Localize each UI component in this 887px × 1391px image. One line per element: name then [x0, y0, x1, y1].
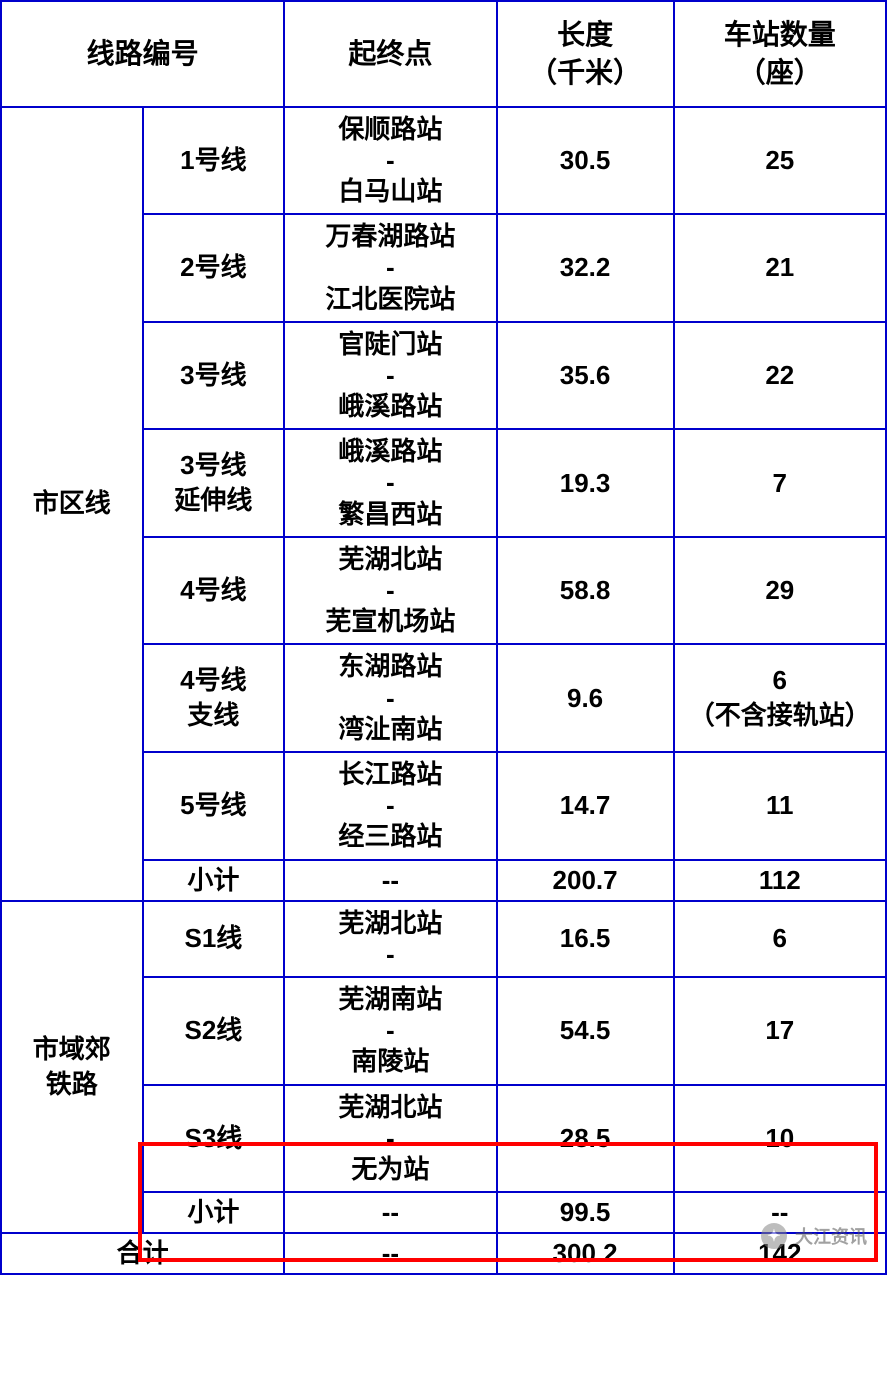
col-stations: 车站数量（座） — [674, 1, 886, 107]
railway-lines-table: 线路编号 起终点 长度（千米） 车站数量（座） 市区线1号线保顺路站-白马山站3… — [0, 0, 887, 1275]
stations: 25 — [674, 107, 886, 215]
length: 58.8 — [497, 537, 674, 645]
line-name: 2号线 — [143, 214, 285, 322]
subtotal-length: 99.5 — [497, 1192, 674, 1233]
terminals: 芜湖北站-芜宣机场站 — [284, 537, 496, 645]
terminals: 官陡门站-峨溪路站 — [284, 322, 496, 430]
total-label: 合计 — [1, 1233, 284, 1274]
terminals: 保顺路站-白马山站 — [284, 107, 496, 215]
stations: 17 — [674, 977, 886, 1085]
col-length: 长度（千米） — [497, 1, 674, 107]
line-name: S3线 — [143, 1085, 285, 1193]
subtotal-terminals: -- — [284, 1192, 496, 1233]
total-row: 合计--300.2142 — [1, 1233, 886, 1274]
length: 32.2 — [497, 214, 674, 322]
stations: 21 — [674, 214, 886, 322]
header-row: 线路编号 起终点 长度（千米） 车站数量（座） — [1, 1, 886, 107]
total-terminals: -- — [284, 1233, 496, 1274]
subtotal-length: 200.7 — [497, 860, 674, 901]
terminals: 东湖路站-湾沚南站 — [284, 644, 496, 752]
stations: 6 — [674, 901, 886, 977]
line-name: 3号线延伸线 — [143, 429, 285, 537]
line-name: 4号线 — [143, 537, 285, 645]
terminals: 芜湖北站- — [284, 901, 496, 977]
col-terminals: 起终点 — [284, 1, 496, 107]
stations: 10 — [674, 1085, 886, 1193]
subtotal-label: 小计 — [143, 860, 285, 901]
col-line-number: 线路编号 — [1, 1, 284, 107]
terminals: 芜湖北站-无为站 — [284, 1085, 496, 1193]
terminals: 峨溪路站-繁昌西站 — [284, 429, 496, 537]
line-name: 3号线 — [143, 322, 285, 430]
subtotal-stations: 112 — [674, 860, 886, 901]
watermark-text: 大江资讯 — [795, 1223, 867, 1249]
length: 54.5 — [497, 977, 674, 1085]
group-name: 市域郊铁路 — [1, 901, 143, 1234]
line-name: 4号线支线 — [143, 644, 285, 752]
stations: 6（不含接轨站） — [674, 644, 886, 752]
stations: 7 — [674, 429, 886, 537]
length: 14.7 — [497, 752, 674, 860]
length: 19.3 — [497, 429, 674, 537]
table-row: 市区线1号线保顺路站-白马山站30.525 — [1, 107, 886, 215]
terminals: 芜湖南站-南陵站 — [284, 977, 496, 1085]
group-name: 市区线 — [1, 107, 143, 901]
stations: 29 — [674, 537, 886, 645]
stations: 11 — [674, 752, 886, 860]
line-name: S2线 — [143, 977, 285, 1085]
terminals: 万春湖路站-江北医院站 — [284, 214, 496, 322]
length: 28.5 — [497, 1085, 674, 1193]
length: 35.6 — [497, 322, 674, 430]
line-name: 5号线 — [143, 752, 285, 860]
length: 30.5 — [497, 107, 674, 215]
terminals: 长江路站-经三路站 — [284, 752, 496, 860]
line-name: S1线 — [143, 901, 285, 977]
table-row: 市域郊铁路S1线芜湖北站-16.56 — [1, 901, 886, 977]
watermark: ✦ 大江资讯 — [761, 1223, 867, 1249]
subtotal-label: 小计 — [143, 1192, 285, 1233]
subtotal-terminals: -- — [284, 860, 496, 901]
wechat-icon: ✦ — [761, 1223, 787, 1249]
line-name: 1号线 — [143, 107, 285, 215]
total-length: 300.2 — [497, 1233, 674, 1274]
length: 9.6 — [497, 644, 674, 752]
stations: 22 — [674, 322, 886, 430]
length: 16.5 — [497, 901, 674, 977]
